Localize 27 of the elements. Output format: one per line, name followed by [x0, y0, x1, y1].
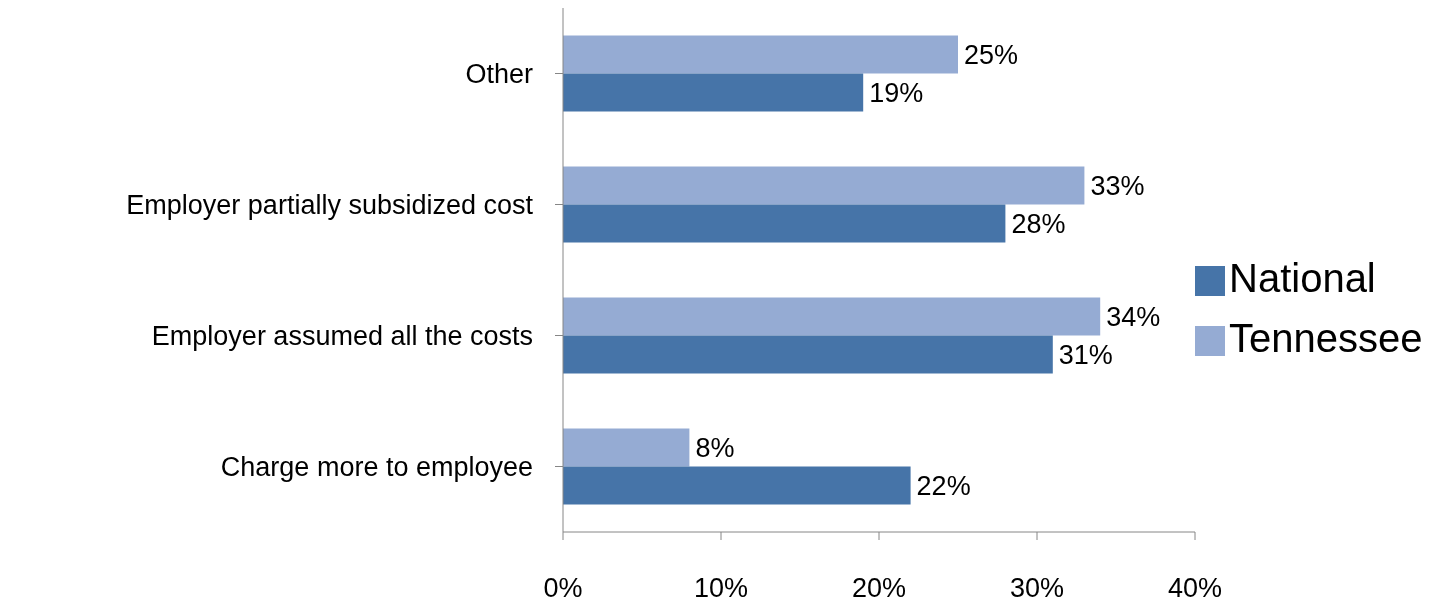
x-tick-label: 0%	[543, 573, 583, 604]
x-tick-label: 20%	[851, 573, 907, 604]
y-tick-label: Other	[465, 59, 533, 90]
y-tick-label: Charge more to employee	[220, 452, 533, 483]
x-tick-label: 10%	[693, 573, 749, 604]
bar	[563, 428, 690, 467]
data-label: 31%	[1058, 339, 1113, 370]
bar	[563, 466, 911, 505]
x-tick-label: 40%	[1167, 573, 1223, 604]
data-label: 28%	[1011, 208, 1066, 239]
legend-label: Tennessee	[1229, 316, 1423, 360]
data-label: 19%	[869, 77, 924, 108]
bar	[563, 204, 1006, 243]
x-tick-label: 30%	[1009, 573, 1065, 604]
data-label: 25%	[964, 39, 1019, 70]
data-label: 33%	[1090, 170, 1145, 201]
bar	[563, 166, 1085, 205]
y-tick-label: Employer assumed all the costs	[151, 321, 533, 352]
bar	[563, 35, 958, 74]
data-label: 34%	[1106, 301, 1161, 332]
legend-label: National	[1229, 256, 1376, 300]
data-label: 8%	[695, 432, 735, 463]
data-label: 22%	[916, 470, 971, 501]
y-tick-label: Employer partially subsidized cost	[126, 190, 534, 221]
bar	[563, 335, 1053, 374]
bar	[563, 73, 864, 112]
bar	[563, 297, 1101, 336]
